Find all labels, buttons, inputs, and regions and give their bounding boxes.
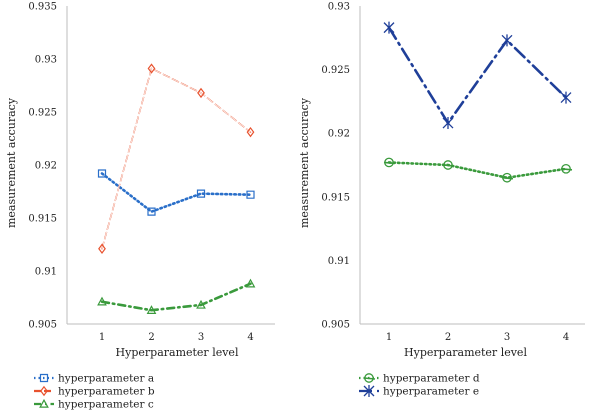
legend-swatch-marker <box>39 373 49 383</box>
legend-swatch-marker <box>363 385 375 397</box>
data-point-marker <box>246 190 255 199</box>
chart-panel-left: 0.905 0.91 0.915 0.92 0.925 0.93 0.935 1 2 3 4 Hype… <box>5 2 275 411</box>
series-line <box>387 161 568 180</box>
legend-label: hyperparameter d <box>383 373 480 385</box>
y-tick-label: 0.915 <box>28 214 57 225</box>
legend-entry: hyperparameter a <box>34 373 154 385</box>
y-tick-label: 0.92 <box>35 161 57 172</box>
data-point-marker-bar <box>560 168 573 171</box>
data-point-marker-bar <box>442 164 455 167</box>
x-tick-label: 4 <box>247 332 253 343</box>
x-axis-title: Hyperparameter level <box>404 346 527 359</box>
series-line <box>101 67 252 250</box>
y-axis-title: measurement accuracy <box>5 97 18 228</box>
legend-label: hyperparameter e <box>383 386 479 398</box>
series-hyperparameter-b <box>98 63 255 254</box>
data-point-marker-bar <box>383 161 396 165</box>
y-tick-label: 0.935 <box>28 2 57 13</box>
y-tick-label: 0.92 <box>328 129 350 140</box>
x-tick-label: 3 <box>504 332 510 343</box>
y-tick-label: 0.915 <box>321 192 350 203</box>
y-tick-label: 0.93 <box>35 55 57 66</box>
data-point-marker <box>442 117 454 130</box>
data-point-marker <box>97 296 107 306</box>
data-point-marker <box>383 21 395 34</box>
data-point-marker <box>147 63 156 74</box>
data-point-marker <box>146 305 157 314</box>
legend-entry: hyperparameter d <box>359 373 480 385</box>
x-tick-label: 1 <box>386 332 392 343</box>
series-hyperparameter-e <box>383 21 572 130</box>
legend-swatch-marker <box>40 385 48 397</box>
data-point-marker <box>501 34 513 47</box>
legend-swatch-marker-bar <box>363 377 376 380</box>
data-point-marker <box>560 91 572 104</box>
data-point-marker <box>147 207 156 216</box>
x-tick-label: 2 <box>148 332 154 343</box>
y-tick-label: 0.905 <box>321 320 350 331</box>
series-line <box>100 172 252 214</box>
data-point-marker <box>196 189 206 198</box>
data-point-marker <box>246 126 255 138</box>
x-axis-title: Hyperparameter level <box>116 346 239 359</box>
legend-entry: hyperparameter b <box>34 386 155 398</box>
legend-entry: hyperparameter e <box>359 385 479 398</box>
legend-label: hyperparameter b <box>58 386 155 398</box>
legend-label: hyperparameter a <box>58 373 154 385</box>
data-point-marker <box>245 278 256 288</box>
data-point-marker <box>197 87 205 99</box>
series-line-inner <box>101 67 251 249</box>
x-tick-label: 4 <box>563 332 569 343</box>
data-point-marker <box>196 299 206 309</box>
y-tick-label: 0.925 <box>28 108 57 119</box>
legend-label: hyperparameter c <box>58 399 154 411</box>
series-hyperparameter-a <box>97 169 255 216</box>
y-tick-label: 0.93 <box>328 2 350 13</box>
series-hyperparameter-c <box>97 278 256 314</box>
x-tick-label: 3 <box>198 332 204 343</box>
x-tick-label: 1 <box>99 332 105 343</box>
data-point-marker <box>97 169 107 178</box>
x-tick-label: 2 <box>445 332 451 343</box>
series-line <box>100 282 252 312</box>
data-point-marker <box>98 243 106 254</box>
y-tick-label: 0.91 <box>328 256 350 267</box>
legend-entry: hyperparameter c <box>34 399 154 411</box>
y-tick-label: 0.925 <box>321 65 350 76</box>
series-line <box>387 26 568 126</box>
y-axis-title: measurement accuracy <box>298 97 311 228</box>
y-tick-label: 0.91 <box>35 267 57 278</box>
data-point-marker-bar <box>501 176 514 180</box>
y-tick-label: 0.905 <box>28 320 57 331</box>
legend-swatch-marker <box>39 398 49 408</box>
series-hyperparameter-d <box>383 157 573 183</box>
chart-panel-right: 0.905 0.91 0.915 0.92 0.925 0.93 1 2 3 4 Hyperpara… <box>298 2 585 398</box>
